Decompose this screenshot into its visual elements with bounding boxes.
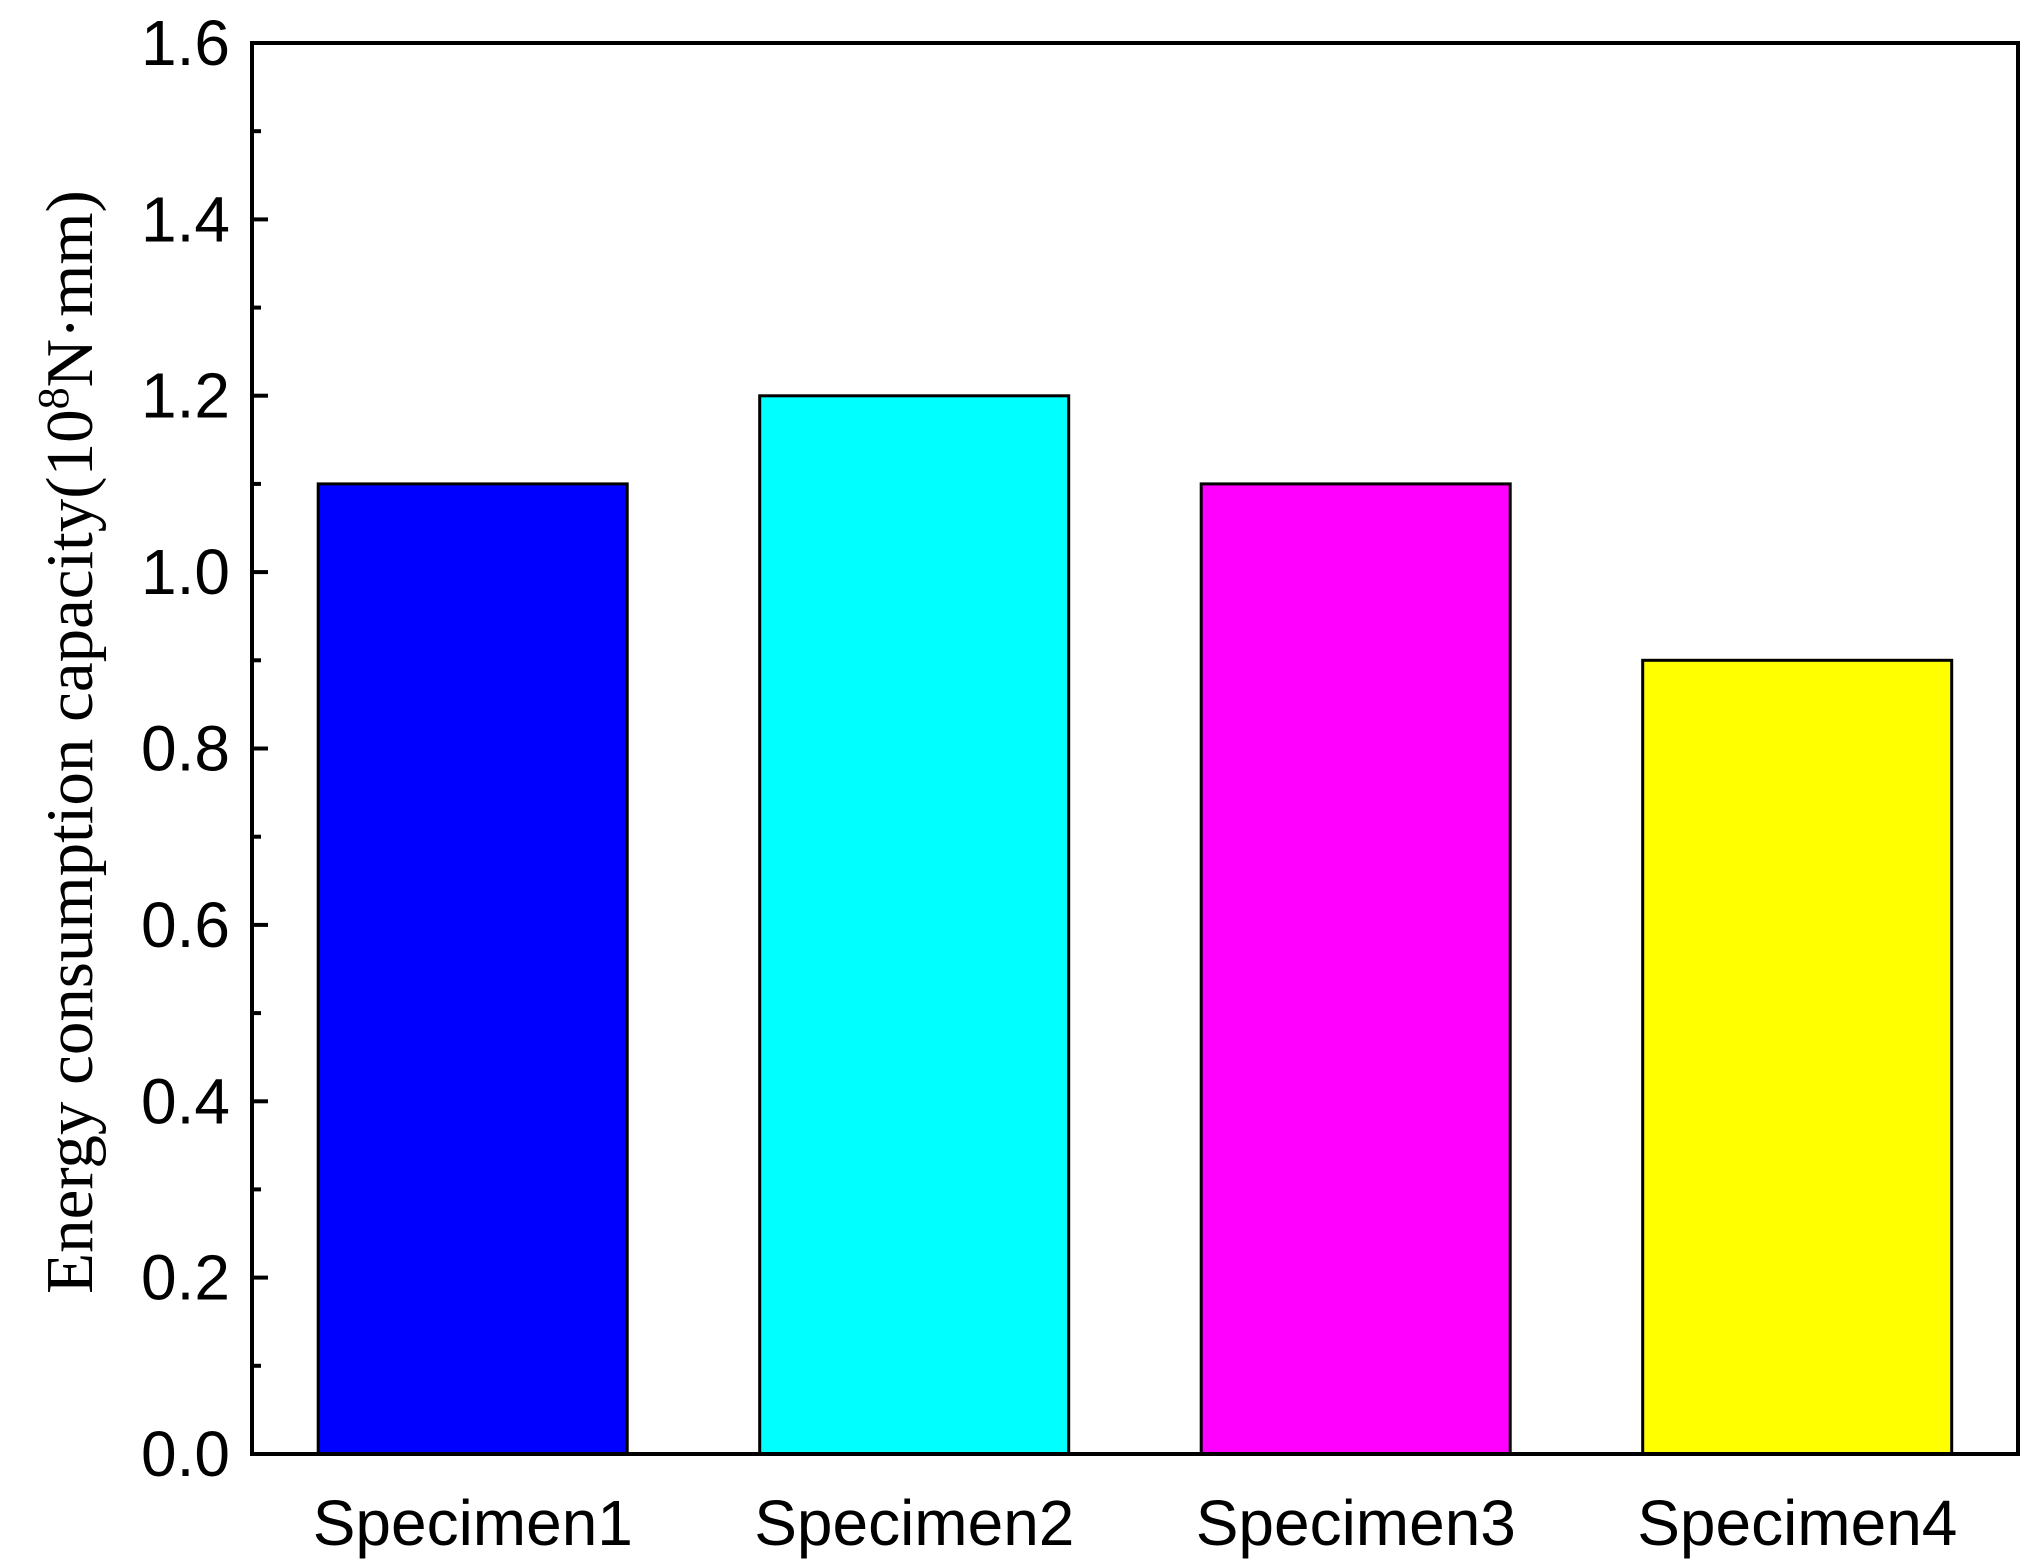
text-layer: Specimen1 Specimen2 Specimen3 Specimen4 0.0 0… (141, 7, 1957, 1559)
y-axis-title: Energy consumption capacity(108N·mm) (29, 190, 107, 1294)
y-axis-title-main: Energy consumption capacity(10 (33, 409, 107, 1293)
y-tick-label: 0.4 (141, 1065, 230, 1137)
y-axis-title-unit: N·mm) (33, 190, 107, 387)
y-tick-label: 1.4 (141, 183, 230, 255)
y-axis-title-exponent: 8 (29, 387, 78, 409)
axes-layer (250, 41, 2020, 1456)
y-tick-label: 1.2 (141, 360, 230, 432)
y-tick-label: 0.8 (141, 713, 230, 785)
x-tick-label: Specimen2 (754, 1487, 1074, 1559)
bar-specimen3 (1199, 482, 1512, 1456)
y-tick-label: 0.0 (141, 1418, 230, 1490)
y-tick-label: 1.6 (141, 7, 230, 79)
y-tick-label: 0.2 (141, 1242, 230, 1314)
x-tick-label: Specimen1 (313, 1487, 633, 1559)
bar-specimen4 (1641, 658, 1954, 1456)
bar-specimen1 (316, 482, 629, 1456)
bars-layer (316, 394, 1954, 1456)
y-tick-label: 0.6 (141, 889, 230, 961)
y-tick-label: 1.0 (141, 536, 230, 608)
bar-specimen2 (758, 394, 1071, 1456)
x-tick-label: Specimen3 (1196, 1487, 1516, 1559)
x-tick-label: Specimen4 (1637, 1487, 1957, 1559)
